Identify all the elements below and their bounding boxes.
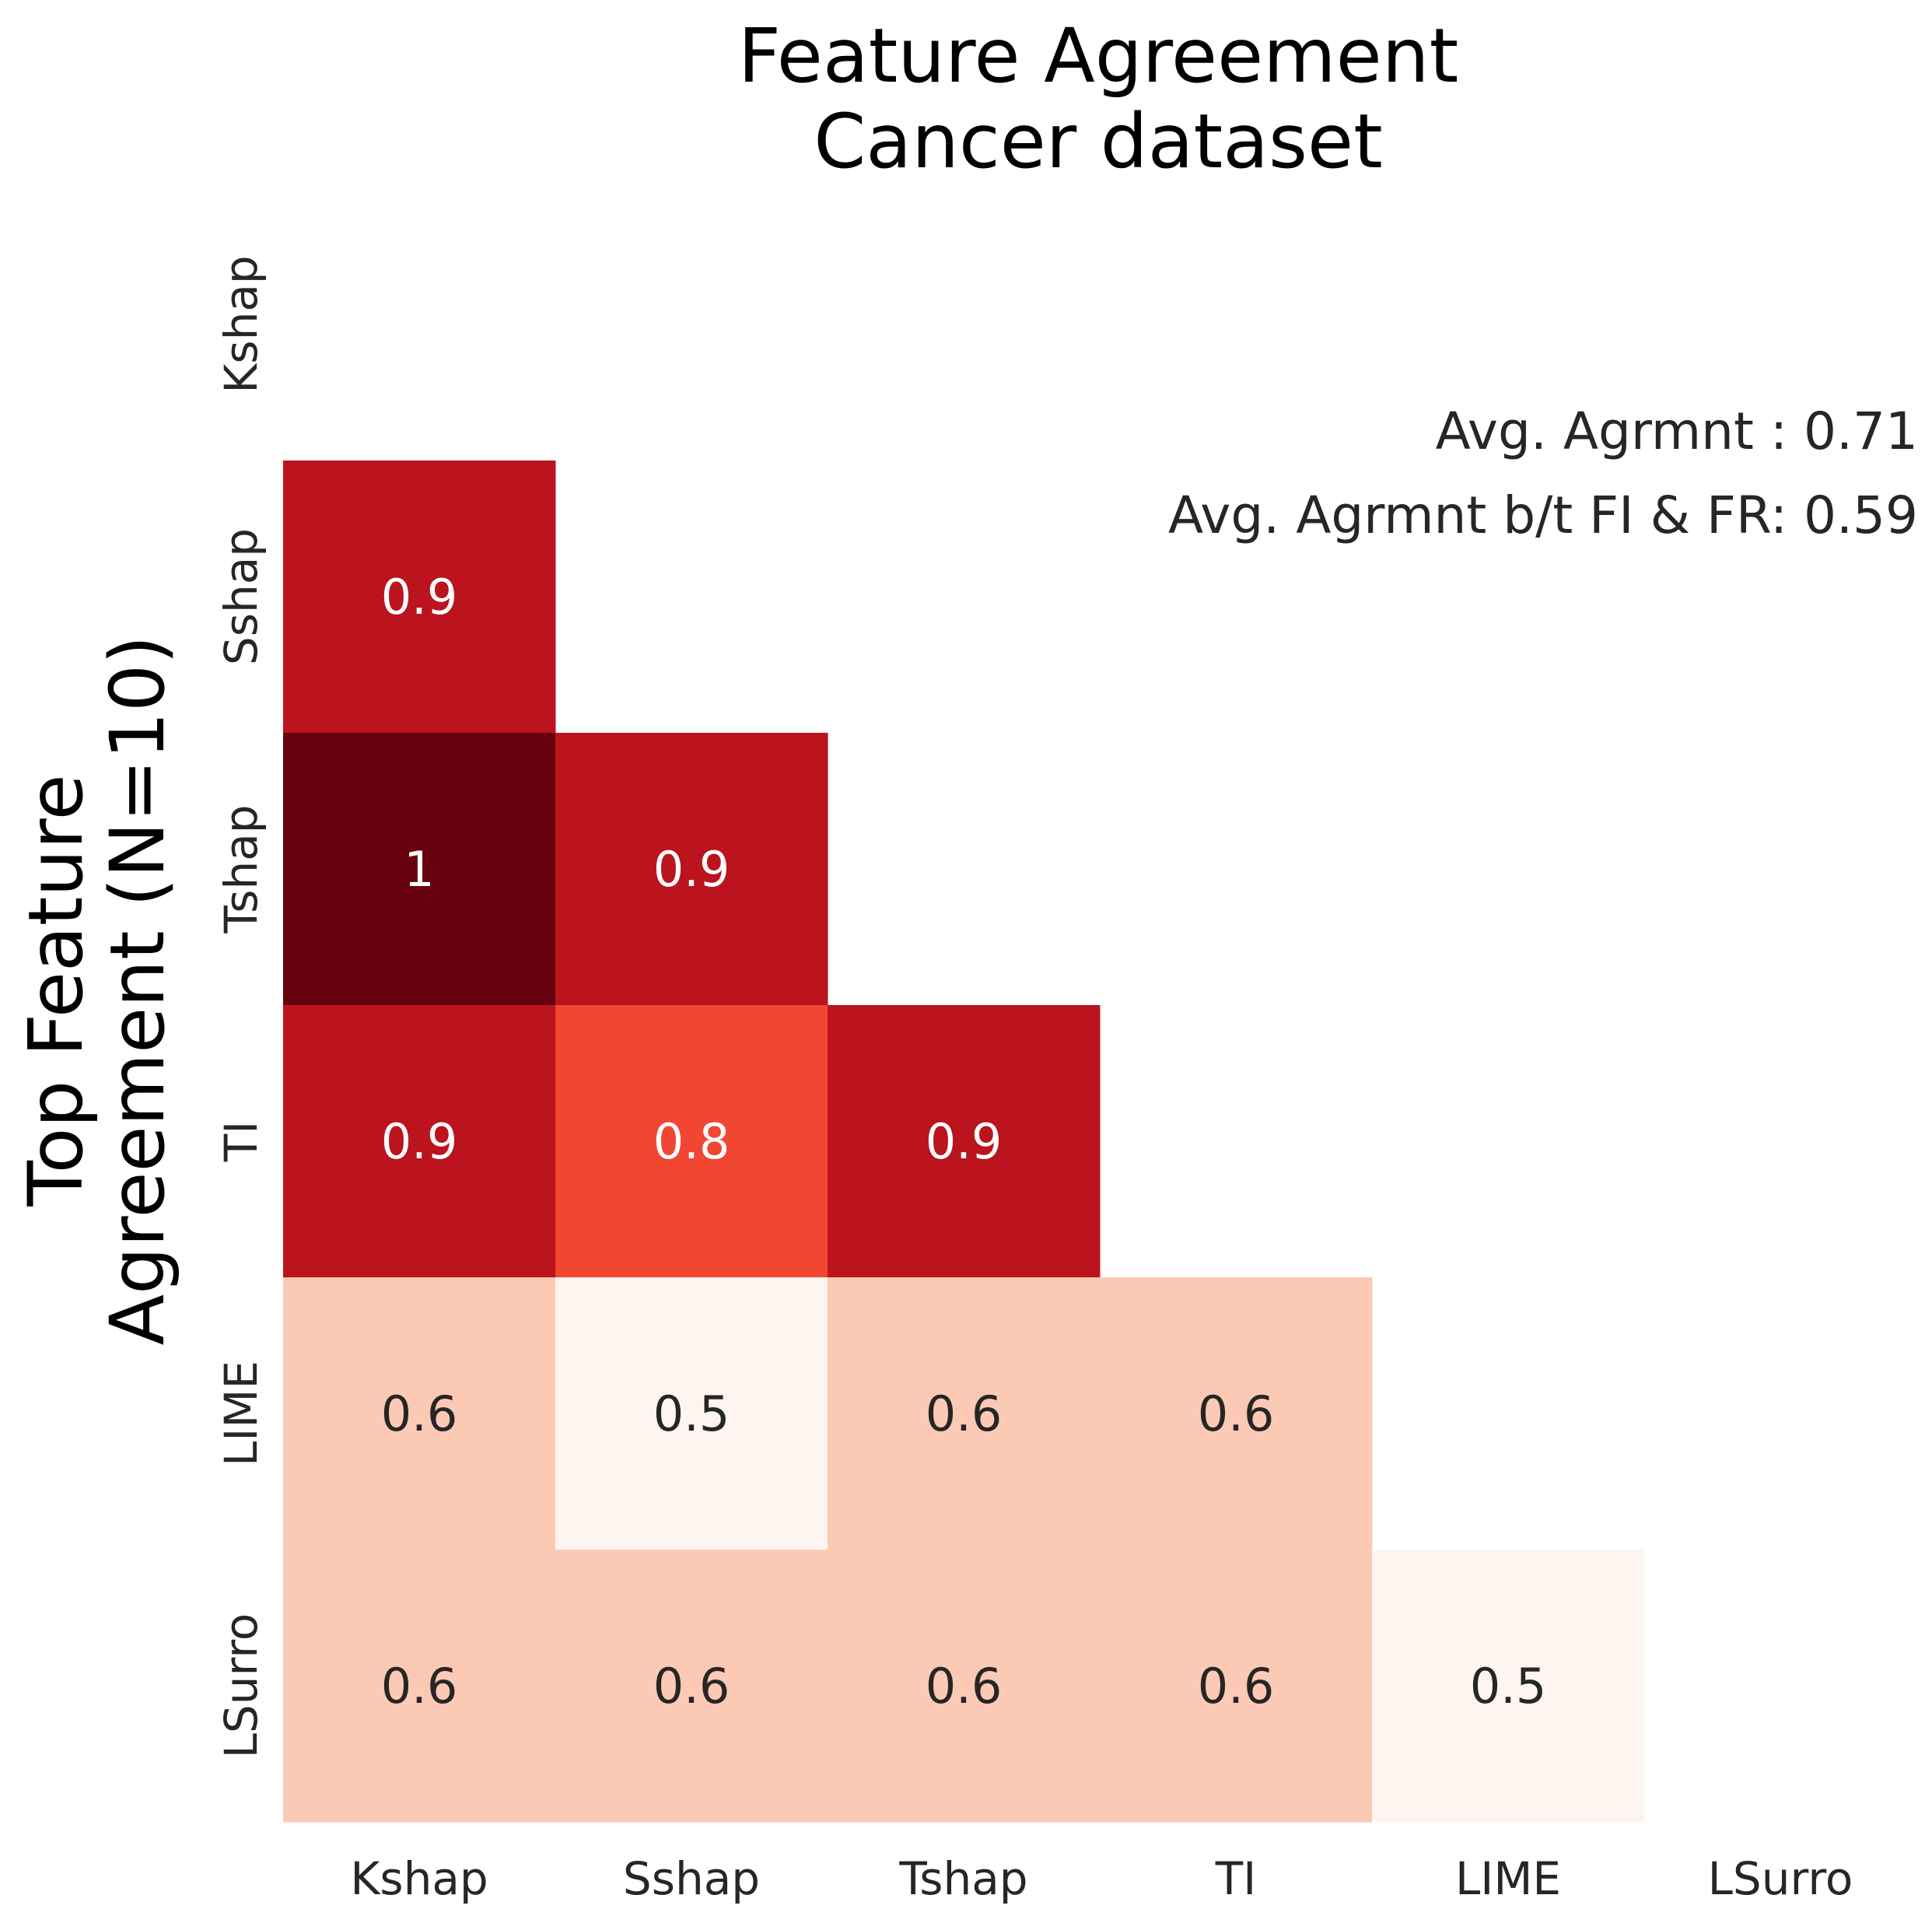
x-tick-kshap: Kshap — [350, 1852, 488, 1905]
heatmap-cell-lime-tshap — [828, 1277, 1101, 1550]
cell-value-label: 0.9 — [653, 841, 730, 898]
y-tick-sshap: Sshap — [215, 528, 268, 665]
cell-value-label: 0.6 — [1198, 1385, 1275, 1442]
heatmap-cell-ti-kshap — [283, 1005, 556, 1278]
x-tick-lime: LIME — [1455, 1852, 1561, 1905]
chart-title-line-1: Feature Agreement — [738, 12, 1458, 100]
cell-value-label: 0.9 — [926, 1113, 1003, 1170]
cell-value-label: 0.8 — [653, 1113, 730, 1170]
heatmap-cell-sshap-kshap — [283, 461, 556, 734]
avg-agreement-annotation: Avg. Agrmnt : 0.71 — [1436, 401, 1918, 461]
heatmap-cell-lsurro-ti — [1100, 1550, 1373, 1823]
heatmap-cell-ti-tshap — [828, 1005, 1101, 1278]
avg-agreement-fi-fr-annotation: Avg. Agrmnt b/t FI & FR: 0.59 — [1168, 485, 1918, 545]
cell-value-label: 0.5 — [653, 1385, 730, 1442]
heatmap-cell-ti-sshap — [555, 1005, 828, 1278]
heatmap-cell-lime-kshap — [283, 1277, 556, 1550]
heatmap-cell-lime-ti — [1100, 1277, 1373, 1550]
x-tick-ti: TI — [1215, 1852, 1257, 1905]
y-tick-labels: Kshap Sshap Tshap TI LIME LSurro — [215, 255, 268, 1758]
cell-value-label: 0.6 — [653, 1658, 730, 1715]
cell-value-label: 0.9 — [381, 1113, 458, 1170]
cell-value-label: 0.9 — [381, 569, 458, 625]
x-tick-lsurro: LSurro — [1708, 1852, 1853, 1905]
heatmap-cell-tshap-sshap — [555, 733, 828, 1006]
heatmap-cell-tshap-kshap — [283, 733, 556, 1006]
y-tick-lime: LIME — [215, 1361, 268, 1466]
y-axis-label-line-1: Top Feature — [12, 774, 100, 1207]
cell-value-label: 0.5 — [1470, 1658, 1547, 1715]
cell-value-label: 0.6 — [381, 1658, 458, 1715]
y-tick-ti: TI — [215, 1121, 268, 1163]
heatmap-cell-lsurro-lime — [1372, 1550, 1645, 1823]
x-tick-tshap: Tshap — [898, 1852, 1027, 1905]
cell-value-label: 0.6 — [381, 1385, 458, 1442]
heatmap-cell-lsurro-tshap — [828, 1550, 1101, 1823]
chart-title-line-2: Cancer dataset — [814, 98, 1382, 185]
heatmap-cell-lsurro-kshap — [283, 1550, 556, 1823]
x-tick-labels: Kshap Sshap Tshap TI LIME LSurro — [350, 1852, 1853, 1905]
heatmap-cell-lime-sshap — [555, 1277, 828, 1550]
y-tick-lsurro: LSurro — [215, 1613, 268, 1759]
x-tick-sshap: Sshap — [623, 1852, 760, 1905]
cell-value-label: 1 — [404, 841, 434, 898]
cell-value-label: 0.6 — [926, 1658, 1003, 1715]
heatmap-cell-lsurro-sshap — [555, 1550, 828, 1823]
cell-value-label: 0.6 — [1198, 1658, 1275, 1715]
heatmap-cells: 0.9 1 0.9 0.9 0.8 0.9 0.6 0.5 0.6 0.6 0.6 0.6 0.6 0.6… — [283, 461, 1645, 1823]
cell-value-label: 0.6 — [926, 1385, 1003, 1442]
y-axis-label-line-2: Agreement (N=10) — [94, 636, 181, 1346]
y-tick-tshap: Tshap — [215, 804, 268, 933]
y-tick-kshap: Kshap — [215, 255, 268, 393]
